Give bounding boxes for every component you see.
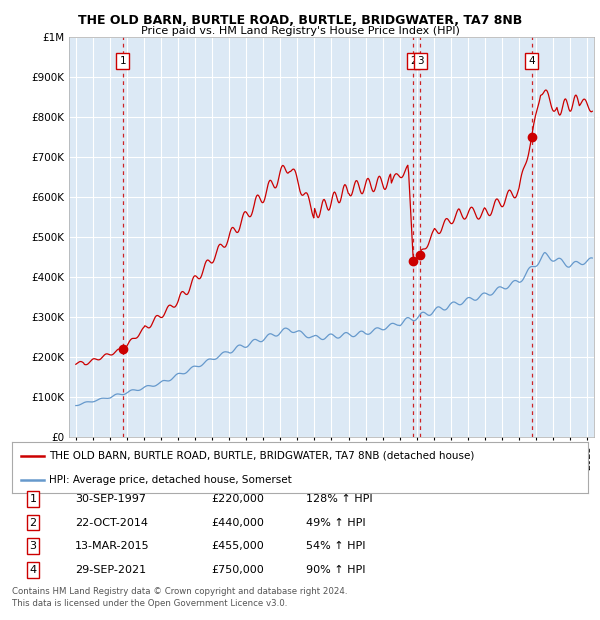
Text: Price paid vs. HM Land Registry's House Price Index (HPI): Price paid vs. HM Land Registry's House … bbox=[140, 26, 460, 36]
Text: 2: 2 bbox=[410, 56, 416, 66]
Text: 49% ↑ HPI: 49% ↑ HPI bbox=[306, 518, 365, 528]
Text: 3: 3 bbox=[29, 541, 37, 551]
Text: 13-MAR-2015: 13-MAR-2015 bbox=[75, 541, 149, 551]
Text: 3: 3 bbox=[417, 56, 424, 66]
Text: 90% ↑ HPI: 90% ↑ HPI bbox=[306, 565, 365, 575]
Text: 54% ↑ HPI: 54% ↑ HPI bbox=[306, 541, 365, 551]
Text: £750,000: £750,000 bbox=[211, 565, 264, 575]
Text: THE OLD BARN, BURTLE ROAD, BURTLE, BRIDGWATER, TA7 8NB (detached house): THE OLD BARN, BURTLE ROAD, BURTLE, BRIDG… bbox=[49, 451, 475, 461]
Text: 4: 4 bbox=[529, 56, 535, 66]
Text: 1: 1 bbox=[119, 56, 126, 66]
Text: £220,000: £220,000 bbox=[211, 494, 264, 504]
Text: THE OLD BARN, BURTLE ROAD, BURTLE, BRIDGWATER, TA7 8NB: THE OLD BARN, BURTLE ROAD, BURTLE, BRIDG… bbox=[78, 14, 522, 27]
Text: 128% ↑ HPI: 128% ↑ HPI bbox=[306, 494, 373, 504]
Text: 29-SEP-2021: 29-SEP-2021 bbox=[75, 565, 146, 575]
Text: 4: 4 bbox=[29, 565, 37, 575]
Text: This data is licensed under the Open Government Licence v3.0.: This data is licensed under the Open Gov… bbox=[12, 598, 287, 608]
Text: Contains HM Land Registry data © Crown copyright and database right 2024.: Contains HM Land Registry data © Crown c… bbox=[12, 587, 347, 596]
Text: 1: 1 bbox=[29, 494, 37, 504]
Text: 22-OCT-2014: 22-OCT-2014 bbox=[75, 518, 148, 528]
Text: 30-SEP-1997: 30-SEP-1997 bbox=[75, 494, 146, 504]
Text: £455,000: £455,000 bbox=[211, 541, 264, 551]
Text: HPI: Average price, detached house, Somerset: HPI: Average price, detached house, Some… bbox=[49, 475, 292, 485]
Text: £440,000: £440,000 bbox=[211, 518, 264, 528]
Text: 2: 2 bbox=[29, 518, 37, 528]
